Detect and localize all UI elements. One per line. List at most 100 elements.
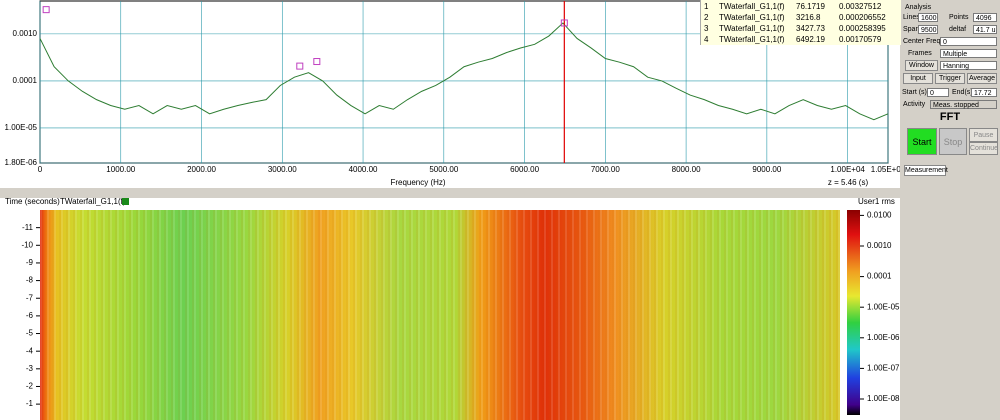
marker-value: 0.00170579 [839, 35, 882, 44]
x-tick-label: 9000.00 [752, 165, 781, 174]
x-tick-label: 2000.00 [187, 165, 216, 174]
start-input[interactable]: 0 [927, 88, 949, 97]
span-select[interactable]: 9500 [918, 25, 938, 34]
stop-button[interactable]: Stop [939, 128, 967, 155]
colorbar-tick-label: 1.00E-08 [867, 394, 900, 403]
marker-freq: 3427.73 [796, 24, 825, 33]
colorbar-title: User1 rms [858, 197, 895, 206]
y-tick-label: 0.0001 [13, 76, 38, 85]
points-select[interactable]: 4096 [973, 13, 997, 22]
activity-label: Activity [903, 101, 926, 108]
z-note: z = 5.46 (s) [828, 178, 869, 187]
marker-value: 0.00327512 [839, 2, 882, 11]
marker-index: 2 [704, 13, 709, 22]
marker-table: 1 TWaterfall_G1,1(f) 76.1719 0.00327512 2 TWa… [700, 0, 901, 45]
frames-label: Frames [908, 50, 932, 57]
center-label: Center Freq [903, 38, 941, 45]
activity-status: Meas. stopped [930, 100, 997, 109]
span-label: Span [903, 26, 920, 33]
y-tick-label: -6 [26, 311, 34, 320]
continue-button[interactable]: Continue [969, 142, 998, 155]
start-label: Start (s) [902, 89, 927, 96]
y-tick-label: 1.00E-05 [5, 123, 38, 132]
y-tick-label: -7 [26, 293, 34, 302]
x-tick-label: 1.00E+04 [830, 165, 865, 174]
x-axis-label: Frequency (Hz) [390, 178, 445, 187]
marker-name: TWaterfall_G1,1(f) [719, 35, 785, 44]
marker-name: TWaterfall_G1,1(f) [719, 24, 785, 33]
waterfall-header [0, 198, 900, 210]
colorbar [847, 210, 860, 415]
lines-select[interactable]: 1600 [918, 13, 938, 22]
x-tick-label: 8000.00 [672, 165, 701, 174]
window-button[interactable]: Window [905, 60, 938, 71]
panel-button[interactable]: Average [967, 73, 997, 84]
y-tick-label: -11 [22, 223, 34, 232]
y-tick-label: -3 [26, 364, 34, 373]
marker-index: 3 [704, 24, 709, 33]
y-tick-label: 1.80E-06 [5, 158, 38, 167]
waterfall-y-label: Time (seconds) [5, 197, 60, 206]
window-select[interactable]: Hanning [940, 61, 997, 70]
marker-index: 1 [704, 2, 709, 11]
end-label: End(s) [952, 89, 973, 96]
lines-label: Lines [903, 14, 920, 21]
marker-freq: 3216.8 [796, 13, 821, 22]
section-label: Analysis [905, 4, 932, 11]
y-tick-label: -9 [26, 258, 34, 267]
legend-swatch [122, 198, 129, 205]
measurement-tab[interactable]: Measurement [904, 165, 948, 176]
y-tick-label: -8 [26, 276, 34, 285]
y-tick-label: 0.0010 [13, 29, 38, 38]
y-tick-label: -1 [26, 399, 34, 408]
separator [0, 188, 900, 198]
y-tick-label: -2 [26, 382, 34, 391]
marker-name: TWaterfall_G1,1(f) [719, 2, 785, 11]
deltaf-label: deltaf [949, 26, 967, 33]
marker [42, 6, 50, 14]
control-panel: Analysis Lines 1600 Points 4096 Span 950… [900, 0, 1000, 420]
marker-value: 0.000206552 [839, 13, 886, 22]
marker-value: 0.000258395 [839, 24, 886, 33]
x-tick-label: 3000.00 [268, 165, 297, 174]
x-tick-label: 7000.00 [591, 165, 620, 174]
spectrum-line [39, 22, 889, 121]
y-tick-label: -10 [21, 240, 33, 249]
center-input[interactable]: 0 [940, 37, 997, 46]
colorbar-tick-label: 0.0001 [867, 272, 892, 281]
marker [313, 58, 321, 66]
pause-button[interactable]: Pause [969, 128, 998, 142]
colorbar-tick-label: 0.0100 [867, 210, 892, 219]
colorbar-tick-label: 1.00E-06 [867, 333, 900, 342]
marker-freq: 6492.19 [796, 35, 825, 44]
marker-index: 4 [704, 35, 709, 44]
y-tick-label: -4 [26, 346, 34, 355]
x-tick-label: 6000.00 [510, 165, 539, 174]
x-tick-label: 5000.00 [429, 165, 458, 174]
x-tick-label: 0 [38, 165, 43, 174]
waterfall-legend: TWaterfall_G1,1(f) [60, 197, 126, 206]
colorbar-tick-label: 1.00E-05 [867, 302, 900, 311]
x-tick-label: 1.05E+04 [871, 165, 900, 174]
marker-name: TWaterfall_G1,1(f) [719, 13, 785, 22]
waterfall-heatmap [40, 210, 840, 420]
points-label: Points [949, 14, 969, 21]
panel-button[interactable]: Input [903, 73, 933, 84]
colorbar-tick-label: 0.0010 [867, 241, 892, 250]
panel-button[interactable]: Trigger [935, 73, 965, 84]
marker-freq: 76.1719 [796, 2, 825, 11]
x-tick-label: 4000.00 [349, 165, 378, 174]
end-input[interactable]: 17.72 [971, 88, 997, 97]
colorbar-tick-label: 1.00E-07 [867, 364, 900, 373]
frames-select[interactable]: Multiple [940, 49, 997, 58]
mode-label: FFT [939, 111, 961, 123]
button-row: Input Trigger Average [903, 73, 999, 85]
deltaf-select[interactable]: 41.7 u [973, 25, 997, 34]
start-button[interactable]: Start [907, 128, 937, 155]
charts: Frequency (Hz) z = 5.46 (s) Time (second… [0, 0, 900, 415]
marker [296, 62, 304, 70]
y-tick-label: -5 [26, 329, 34, 338]
marker [560, 19, 568, 27]
x-tick-label: 1000.00 [106, 165, 135, 174]
